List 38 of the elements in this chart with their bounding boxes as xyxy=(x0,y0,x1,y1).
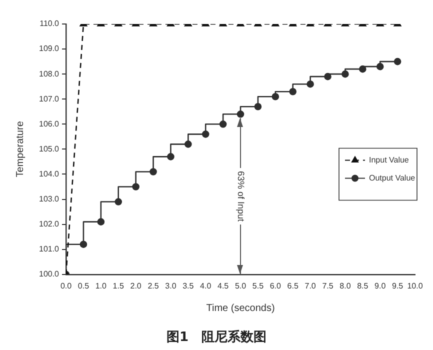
y-tick-label: 104.0 xyxy=(38,169,60,178)
x-tick-label: 0.0 xyxy=(60,281,72,290)
x-tick-label: 1.5 xyxy=(112,281,124,290)
y-tick-label: 102.0 xyxy=(38,220,60,229)
ref-line-label: 63% of Input xyxy=(236,171,246,222)
y-tick-label: 105.0 xyxy=(38,144,60,154)
x-tick-label: 5.0 xyxy=(234,281,247,290)
x-tick-label: 8.0 xyxy=(340,281,352,290)
y-axis-title: Temperature xyxy=(14,120,26,178)
x-tick-label: 10.0 xyxy=(407,281,424,290)
y-tick-label: 108.0 xyxy=(38,69,60,78)
y-tick-label: 101.0 xyxy=(38,244,60,254)
y-tick-label: 106.0 xyxy=(38,119,60,128)
x-tick-label: 8.5 xyxy=(357,281,369,290)
x-tick-label: 3.5 xyxy=(182,281,194,290)
x-tick-label: 7.0 xyxy=(304,281,316,290)
x-tick-label: 1.0 xyxy=(95,281,108,290)
x-tick-label: 9.0 xyxy=(374,281,386,290)
x-tick-label: 3.0 xyxy=(165,281,177,290)
x-tick-label: 0.5 xyxy=(78,281,90,290)
x-tick-label: 5.5 xyxy=(252,281,264,290)
y-tick-label: 109.0 xyxy=(38,44,60,54)
x-tick-label: 6.0 xyxy=(270,281,282,290)
x-tick-label: 4.5 xyxy=(218,281,230,290)
x-tick-label: 7.5 xyxy=(322,281,334,290)
x-tick-label: 2.0 xyxy=(130,281,142,290)
y-tick-label: 107.0 xyxy=(38,94,60,104)
x-tick-label: 2.5 xyxy=(148,281,160,290)
y-tick-label: 110.0 xyxy=(40,19,60,28)
text: 图1 阻尼系数图 xyxy=(165,330,268,346)
legend-label: Output Value xyxy=(369,173,416,182)
x-tick-label: 9.5 xyxy=(392,281,404,290)
y-tick-label: 103.0 xyxy=(38,194,60,204)
x-tick-label: 4.0 xyxy=(200,281,212,290)
y-tick-label: 100.0 xyxy=(38,270,60,279)
x-tick-label: 6.5 xyxy=(287,281,299,290)
legend-label: Input Value xyxy=(369,155,410,164)
x-axis-title: Time (seconds) xyxy=(206,302,275,314)
